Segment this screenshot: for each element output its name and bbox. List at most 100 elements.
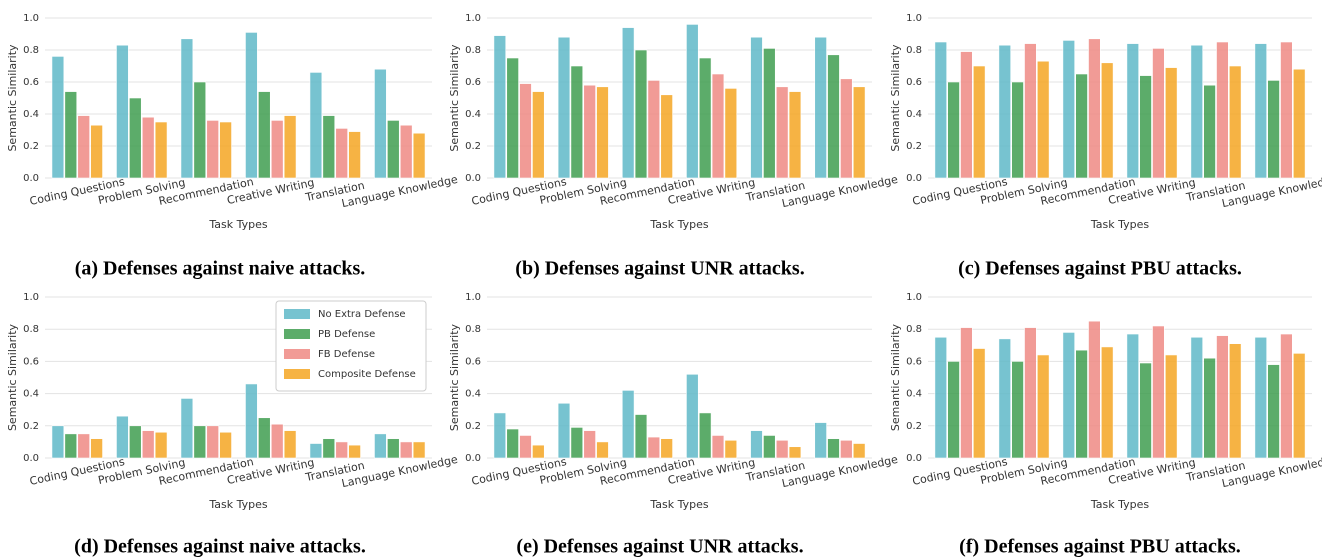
bar xyxy=(399,441,413,459)
bar xyxy=(750,36,763,179)
y-tick-label: 0.2 xyxy=(465,421,481,432)
bar xyxy=(387,120,400,179)
bar xyxy=(219,121,232,179)
y-tick-label: 0.6 xyxy=(23,77,39,88)
bar xyxy=(1152,325,1165,459)
bar xyxy=(960,327,973,459)
y-tick-label: 0.0 xyxy=(465,173,481,184)
bar xyxy=(1229,65,1242,179)
y-tick-label: 0.0 xyxy=(23,453,39,464)
bar xyxy=(141,430,155,459)
bar xyxy=(998,338,1012,459)
y-axis-label: Semantic Similarity xyxy=(889,323,902,431)
y-tick-label: 1.0 xyxy=(465,292,481,303)
bar xyxy=(270,423,284,459)
x-axis-label: Task Types xyxy=(208,218,268,231)
bar xyxy=(270,120,284,179)
bar xyxy=(1101,346,1114,459)
y-tick-label: 0.6 xyxy=(906,356,922,367)
bar xyxy=(947,361,960,459)
bar xyxy=(309,72,323,179)
bar xyxy=(852,443,866,459)
bar xyxy=(64,91,78,179)
bar xyxy=(1011,81,1024,179)
bar xyxy=(374,433,387,459)
bar xyxy=(1037,354,1050,459)
bar xyxy=(1139,75,1152,179)
legend-label: FB Defense xyxy=(318,349,375,360)
legend-label: No Extra Defense xyxy=(318,309,406,320)
bar xyxy=(724,88,738,179)
y-tick-label: 1.0 xyxy=(465,13,481,24)
bar xyxy=(374,68,387,179)
bar xyxy=(506,57,519,179)
bar xyxy=(1293,353,1306,459)
bar xyxy=(532,444,545,459)
bar xyxy=(206,425,219,459)
bar xyxy=(1152,48,1165,179)
x-axis-label: Task Types xyxy=(1090,498,1150,511)
bar xyxy=(532,91,545,179)
bar xyxy=(698,412,712,459)
bar xyxy=(1011,361,1024,459)
y-tick-label: 0.4 xyxy=(906,109,922,120)
bar xyxy=(116,44,129,179)
bar xyxy=(814,422,827,459)
bar xyxy=(775,439,789,459)
bar xyxy=(596,441,609,459)
bar xyxy=(1203,84,1216,179)
y-tick-label: 0.0 xyxy=(23,173,39,184)
bar xyxy=(634,49,648,179)
bar xyxy=(283,115,297,179)
legend-label: PB Defense xyxy=(318,329,375,340)
bar xyxy=(493,412,507,459)
y-tick-label: 0.0 xyxy=(906,173,922,184)
y-tick-label: 0.6 xyxy=(465,77,481,88)
bar xyxy=(998,44,1012,179)
y-tick-label: 1.0 xyxy=(23,13,39,24)
bar xyxy=(1037,60,1050,179)
bar xyxy=(1267,80,1280,179)
y-tick-label: 1.0 xyxy=(23,292,39,303)
y-tick-label: 0.0 xyxy=(465,453,481,464)
bar xyxy=(1254,336,1268,459)
bar xyxy=(348,444,361,459)
y-tick-label: 0.4 xyxy=(23,389,39,400)
bar xyxy=(245,32,258,179)
bar xyxy=(1190,336,1204,459)
bar xyxy=(322,115,336,179)
bar xyxy=(506,428,519,459)
bar xyxy=(51,425,65,459)
bar xyxy=(51,56,65,179)
bar xyxy=(660,94,673,179)
bar xyxy=(934,41,948,179)
bar xyxy=(258,91,271,179)
bar xyxy=(686,373,699,459)
caption: (e) Defenses against UNR attacks. xyxy=(516,536,803,558)
y-tick-label: 0.6 xyxy=(906,77,922,88)
bar xyxy=(1165,67,1178,179)
bar xyxy=(698,57,712,179)
bar xyxy=(309,443,323,459)
caption: (c) Defenses against PBU attacks. xyxy=(958,258,1242,280)
caption: (b) Defenses against UNR attacks. xyxy=(515,258,804,280)
x-axis-label: Task Types xyxy=(649,498,709,511)
bar xyxy=(972,65,986,179)
legend-swatch xyxy=(284,309,310,319)
y-tick-label: 0.8 xyxy=(465,45,481,56)
legend-box xyxy=(275,300,427,392)
caption: (a) Defenses against naive attacks. xyxy=(75,258,366,280)
bar xyxy=(1254,43,1268,179)
bar xyxy=(1165,354,1178,459)
bar xyxy=(775,86,789,179)
bar xyxy=(1139,362,1152,459)
bar xyxy=(1062,332,1076,459)
bar xyxy=(827,438,840,459)
bar xyxy=(660,438,673,459)
bar xyxy=(724,439,738,459)
bar xyxy=(750,430,763,459)
bar xyxy=(1101,62,1114,179)
bar xyxy=(154,431,168,459)
bar xyxy=(245,383,258,459)
